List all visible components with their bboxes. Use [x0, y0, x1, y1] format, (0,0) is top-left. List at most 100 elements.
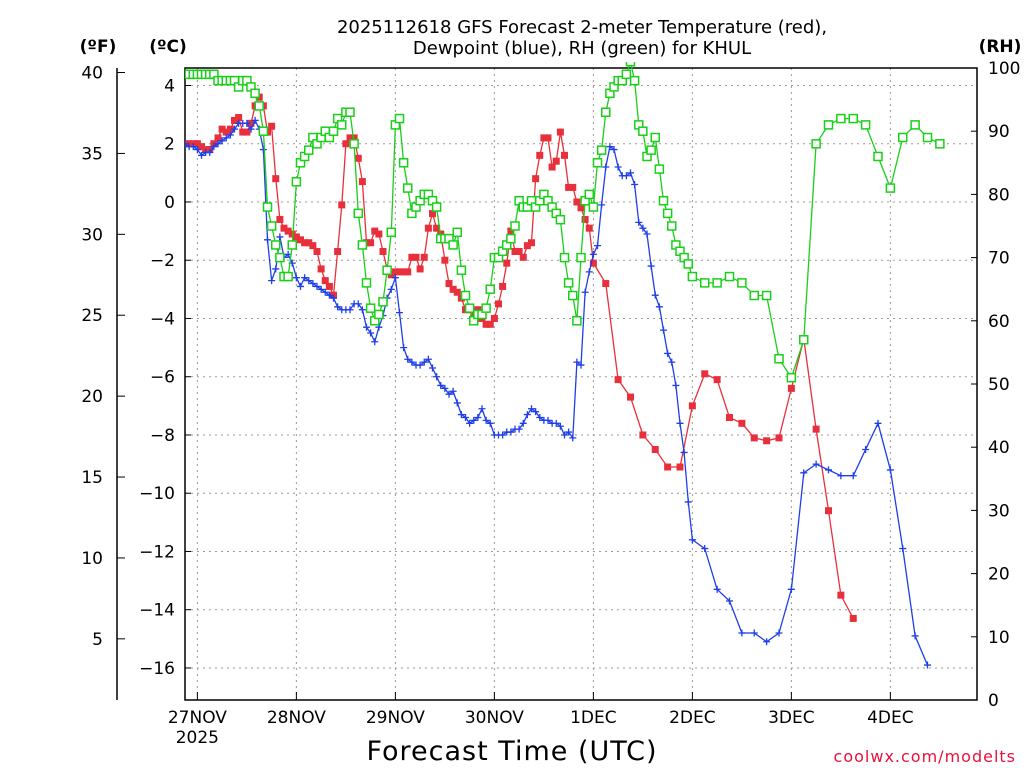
- dewpoint-point: [825, 466, 832, 474]
- temperature-point: [193, 140, 201, 148]
- relative-humidity-point: [328, 126, 339, 136]
- temperature-point: [515, 247, 523, 255]
- relative-humidity-point: [361, 278, 372, 288]
- dewpoint-point: [466, 419, 474, 427]
- dewpoint-point: [647, 262, 655, 270]
- relative-humidity-point: [646, 145, 656, 155]
- temperature-point: [837, 591, 845, 599]
- temperature-point: [561, 151, 568, 159]
- dewpoint-point: [363, 323, 370, 331]
- dewpoint-point: [391, 274, 399, 282]
- dewpoint-point: [622, 172, 630, 180]
- celsius-tick-label: 2: [164, 135, 175, 155]
- temperature-point: [639, 431, 647, 439]
- x-tick-label: 30NOV: [465, 708, 524, 728]
- temperature-point: [486, 320, 494, 328]
- dewpoint-point: [453, 399, 461, 407]
- relative-humidity-point: [365, 303, 376, 313]
- dewpoint-point: [400, 344, 408, 352]
- temperature-point: [280, 224, 288, 232]
- dewpoint-point: [354, 300, 362, 308]
- dewpoint-point: [606, 143, 614, 151]
- temperature-point: [325, 282, 333, 290]
- temperature-point: [305, 239, 313, 247]
- celsius-tick-label: −10: [139, 484, 175, 504]
- dewpoint-point: [358, 306, 366, 314]
- temperature-point: [284, 227, 292, 235]
- relative-humidity-point: [799, 335, 809, 345]
- rh-tick-label: 10: [988, 628, 1010, 648]
- relative-humidity-point: [452, 227, 462, 238]
- dewpoint-point: [519, 419, 527, 427]
- dewpoint-point: [886, 466, 894, 474]
- dewpoint-point: [556, 422, 564, 430]
- temperature-point: [726, 413, 733, 421]
- chart-title-line1: 2025112618 GFS Forecast 2-meter Temperat…: [337, 17, 827, 38]
- relative-humidity-point: [378, 297, 388, 307]
- dewpoint-point: [408, 358, 416, 366]
- temperature-point: [420, 253, 428, 261]
- temperature-point: [589, 259, 597, 267]
- dewpoint-point: [594, 242, 601, 250]
- relative-humidity-point: [650, 132, 660, 143]
- relative-humidity-point: [774, 353, 784, 364]
- dewpoint-point: [482, 416, 490, 424]
- dewpoint-point: [198, 151, 205, 159]
- relative-humidity-point: [337, 120, 347, 130]
- temperature-line: [185, 95, 854, 619]
- dewpoint-point: [499, 431, 507, 439]
- relative-humidity-point: [737, 278, 747, 288]
- celsius-tick-label: 0: [164, 193, 175, 213]
- rh-tick-label: 0: [988, 691, 999, 711]
- relative-humidity-point: [687, 271, 698, 282]
- relative-humidity-point: [621, 69, 632, 80]
- dewpoint-point: [404, 355, 412, 363]
- dewpoint-point: [911, 632, 919, 640]
- temperature-point: [511, 247, 519, 255]
- relative-humidity-point: [374, 309, 384, 320]
- relative-humidity-point: [873, 151, 883, 162]
- dewpoint-point: [226, 131, 234, 139]
- dewpoint-point: [251, 116, 259, 124]
- dewpoint-point: [474, 413, 482, 421]
- temperature-point: [198, 143, 205, 151]
- celsius-tick-label: −12: [139, 542, 175, 562]
- dewpoint-point: [676, 419, 684, 427]
- temperature-point: [825, 507, 832, 515]
- dewpoint-point: [346, 306, 354, 314]
- dewpoint-point: [416, 361, 424, 369]
- temperature-point: [218, 125, 226, 133]
- relative-humidity-point: [572, 316, 582, 326]
- temperature-point: [338, 201, 346, 209]
- dewpoint-point: [297, 282, 304, 290]
- temperature-point: [288, 230, 296, 238]
- rh-tick-label: 20: [988, 565, 1010, 585]
- relative-humidity-point: [456, 265, 467, 275]
- temperature-point: [519, 253, 527, 261]
- relative-humidity-point: [700, 278, 710, 288]
- temperature-point: [243, 128, 251, 136]
- dewpoint-point: [701, 545, 709, 553]
- temperature-point: [375, 230, 383, 238]
- x-tick-label: 2DEC: [669, 708, 716, 728]
- dewpoint-point: [924, 661, 931, 669]
- rh-tick-label: 30: [988, 501, 1010, 521]
- dewpoint-point: [602, 163, 610, 171]
- temperature-point: [495, 300, 502, 308]
- dewpoint-point: [367, 329, 375, 337]
- series-layer: [185, 62, 945, 669]
- relative-humidity-point: [596, 145, 607, 155]
- fahrenheit-tick-label: 10: [81, 549, 103, 569]
- celsius-tick-label: −4: [150, 309, 175, 329]
- temperature-point: [268, 122, 276, 130]
- temperature-point: [507, 227, 515, 235]
- relative-humidity-point: [898, 132, 908, 143]
- dewpoint-point: [655, 303, 663, 311]
- temperature-point: [581, 215, 589, 223]
- temperature-point: [334, 247, 342, 255]
- temperature-point: [676, 463, 684, 471]
- dewpoint-point: [635, 218, 643, 226]
- temperature-point: [346, 134, 354, 142]
- relative-humidity-point: [250, 88, 260, 99]
